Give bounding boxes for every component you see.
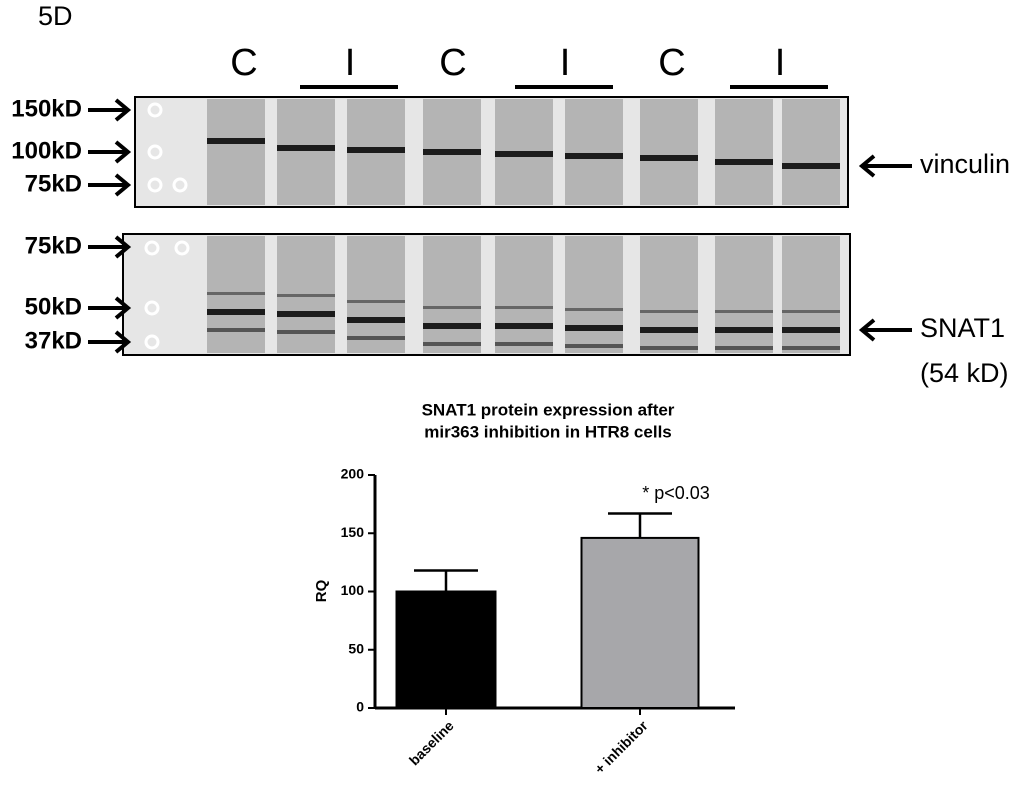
band — [207, 138, 265, 144]
band — [277, 294, 335, 297]
band — [277, 330, 335, 334]
lane — [565, 236, 623, 353]
lane — [640, 236, 698, 353]
marker-label: 37kD — [25, 327, 82, 354]
annotation: * p<0.03 — [642, 483, 710, 503]
lane — [207, 99, 265, 205]
chart-title: SNAT1 protein expression after — [422, 400, 675, 419]
ladder-spot — [144, 300, 160, 316]
lane — [423, 236, 481, 353]
band — [640, 310, 698, 313]
band — [207, 309, 265, 315]
lane — [495, 236, 553, 353]
band — [495, 306, 553, 309]
lane-label: I — [775, 42, 786, 84]
y-tick-label: 50 — [348, 640, 364, 656]
band — [347, 300, 405, 303]
band — [495, 151, 553, 157]
band — [782, 310, 840, 313]
y-tick-label: 100 — [341, 582, 365, 598]
lane — [347, 236, 405, 353]
band — [715, 327, 773, 333]
band — [715, 346, 773, 350]
band — [207, 328, 265, 332]
marker-arrow — [114, 330, 132, 354]
y-tick-label: 200 — [341, 466, 365, 482]
band — [565, 344, 623, 348]
ladder-spot — [144, 240, 160, 256]
lane — [715, 99, 773, 205]
marker-arrow — [114, 140, 132, 164]
marker-label: 150kD — [11, 95, 82, 122]
band — [565, 308, 623, 311]
lane — [782, 236, 840, 353]
band — [715, 159, 773, 165]
band — [782, 163, 840, 169]
band — [640, 155, 698, 161]
target-arrow — [858, 154, 876, 178]
marker-label: 75kD — [25, 232, 82, 259]
band — [495, 323, 553, 329]
target-label: SNAT1 — [920, 313, 1005, 343]
y-tick-label: 0 — [356, 699, 364, 715]
lane — [640, 99, 698, 205]
target-note: (54 kD) — [920, 358, 1009, 388]
target-label: vinculin — [920, 149, 1010, 179]
ladder-spot — [147, 144, 163, 160]
band — [423, 323, 481, 329]
y-axis-label: RQ — [313, 579, 330, 602]
band — [782, 346, 840, 350]
band — [565, 153, 623, 159]
y-tick-label: 150 — [341, 524, 365, 540]
x-tick-label: + inhibitor — [591, 717, 651, 777]
band — [423, 306, 481, 309]
ladder-spot — [144, 334, 160, 350]
lane — [565, 99, 623, 205]
ladder-spot — [147, 177, 163, 193]
marker-arrow — [114, 235, 132, 259]
band — [423, 342, 481, 346]
lane-label: C — [439, 42, 466, 84]
lane-label: I — [560, 42, 571, 84]
marker-arrow — [114, 296, 132, 320]
panel-label: 5D — [38, 1, 73, 31]
band — [347, 317, 405, 323]
marker-arrow — [114, 173, 132, 197]
bar — [395, 590, 497, 709]
band — [347, 336, 405, 340]
marker-label: 50kD — [25, 293, 82, 320]
band — [782, 327, 840, 333]
band — [640, 346, 698, 350]
marker-label: 75kD — [25, 170, 82, 197]
marker-label: 100kD — [11, 137, 82, 164]
target-arrow — [858, 318, 876, 342]
band — [565, 325, 623, 331]
band — [640, 327, 698, 333]
bar — [580, 536, 700, 709]
band — [207, 292, 265, 295]
lane — [782, 99, 840, 205]
marker-arrow — [114, 98, 132, 122]
ladder-spot — [172, 177, 188, 193]
lane-label: C — [658, 42, 685, 84]
lane — [277, 99, 335, 205]
lane-label: I — [345, 42, 356, 84]
band — [277, 311, 335, 317]
lane — [715, 236, 773, 353]
lane-label: C — [230, 42, 257, 84]
band — [715, 310, 773, 313]
chart-title: mir363 inhibition in HTR8 cells — [424, 422, 672, 441]
band — [277, 145, 335, 151]
band — [347, 147, 405, 153]
band — [423, 149, 481, 155]
ladder-spot — [147, 102, 163, 118]
band — [495, 342, 553, 346]
ladder-spot — [174, 240, 190, 256]
x-tick-label: baseline — [406, 717, 457, 768]
